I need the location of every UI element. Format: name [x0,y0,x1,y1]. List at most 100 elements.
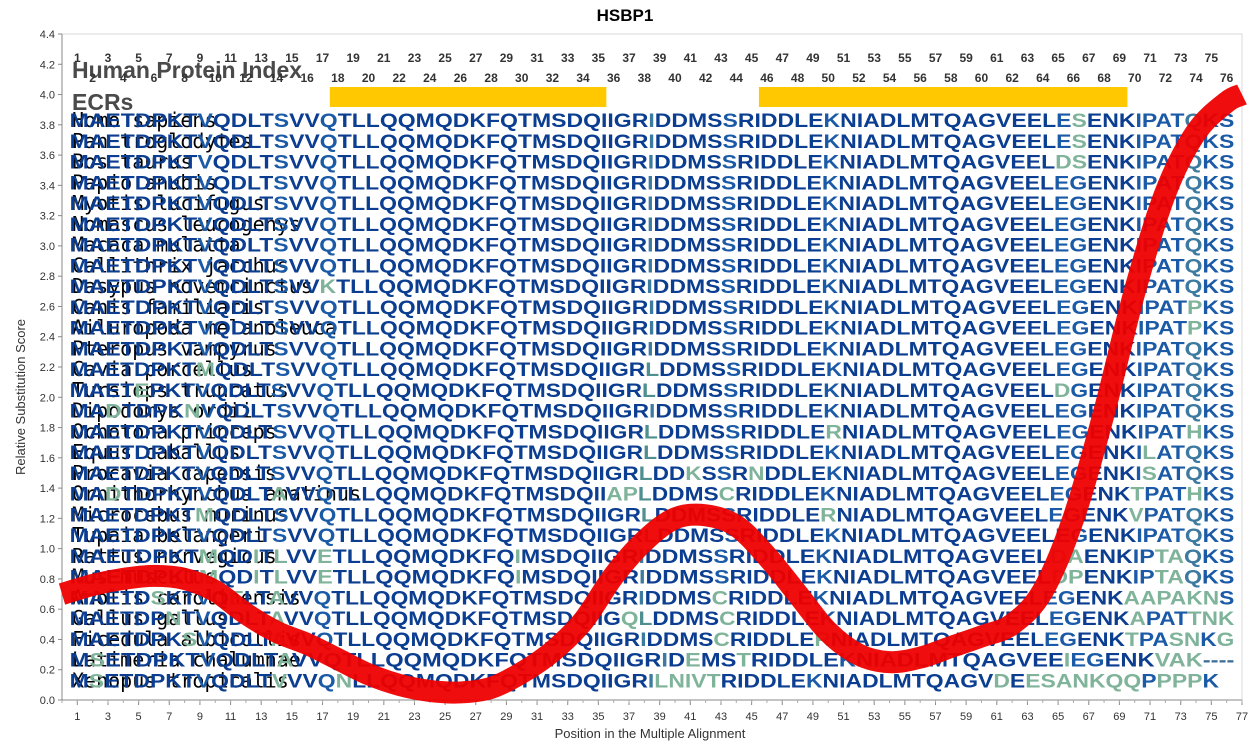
residue: E [105,650,121,672]
residue: S [89,670,104,692]
residue: T [928,338,942,360]
residue: P [1146,608,1161,630]
residue: K [167,318,184,340]
residue: G [1070,401,1088,423]
residue: Q [212,421,230,443]
x-tick-label: 21 [378,711,390,723]
residue: V [197,235,212,257]
residue: K [167,172,184,194]
residue: D [777,297,794,319]
top-position-number: 31 [530,51,544,65]
residue: D [449,504,465,526]
residue: T [259,172,273,194]
residue: M [905,608,924,630]
residue: D [1055,152,1072,174]
residue: K [471,401,488,423]
residue: K [806,670,823,692]
residue: I [753,338,759,360]
residue: P [1142,152,1157,174]
residue: A [89,484,105,506]
residue: V [289,235,304,257]
residue: I [850,567,856,589]
residue: V [997,421,1012,443]
residue: D [134,587,150,609]
residue: L [246,421,260,443]
residue: E [809,442,824,464]
residue: G [976,338,994,360]
residue: L [366,359,380,381]
y-tick-label: 1.4 [40,483,55,495]
residue: T [1171,359,1185,381]
residue: T [258,421,272,443]
residue: S [707,131,722,153]
residue: K [165,463,181,485]
residue: G [609,442,627,464]
residue: D [662,546,679,568]
residue: I [639,567,645,589]
residue: K [165,380,181,402]
residue: K [1137,650,1154,672]
residue: L [366,297,380,319]
sequence-row: M A E TD P N TV Q D LTA V V Q TLLQ Q M Q D K FQ TM S D Q IIG Q LD D… [70,608,1235,630]
residue: I [601,504,607,526]
residue: V [304,172,319,194]
residue: Q [582,255,600,277]
residue: I [606,235,612,257]
residue: V [996,463,1011,485]
residue: Q [496,525,514,547]
top-position-number: 73 [1174,51,1188,65]
residue: E [105,110,120,132]
residue: D [134,608,150,630]
residue: V [301,463,316,485]
residue: D [451,276,468,298]
residue: Q [432,504,450,526]
residue: A [1156,338,1172,360]
residue: R [622,587,638,609]
residue: E [1009,172,1024,194]
residue: L [794,110,808,132]
residue: K [1203,525,1219,547]
residue: G [626,650,644,672]
residue: T [928,172,942,194]
residue: A [959,276,976,298]
residue: M [70,131,89,153]
residue: I [600,152,606,174]
residue: D [134,359,150,381]
residue: Q [583,318,601,340]
residue: Q [397,255,415,277]
residue: N [832,546,849,568]
residue: D [777,131,794,153]
residue: E [1054,214,1069,236]
residue: T [335,442,349,464]
top-position-number: 71 [1143,51,1157,65]
residue: M [532,131,551,153]
residue: T [256,587,270,609]
residue: V [996,318,1011,340]
residue: Q [497,567,515,589]
residue: I [1133,567,1139,589]
residue: D [135,131,152,153]
residue: T [1171,525,1185,547]
residue: Q [213,110,231,132]
residue: M [422,650,442,672]
residue: I [613,650,620,672]
residue: M [685,484,704,506]
residue: D [452,152,469,174]
residue: M [910,152,929,174]
residue: G [1069,193,1087,215]
residue: S [698,546,714,568]
residue: L [347,546,361,568]
residue: A [277,650,294,672]
residue: N [840,318,857,340]
residue: D [676,359,692,381]
residue: D [445,608,461,630]
residue: T [519,401,533,423]
residue: S [151,587,166,609]
residue: V [304,297,319,319]
residue: I [596,442,602,464]
residue: K [1121,421,1137,443]
residue: E [1011,110,1026,132]
residue: L [247,318,261,340]
residue: Q [213,214,231,236]
residue: Q [377,442,395,464]
